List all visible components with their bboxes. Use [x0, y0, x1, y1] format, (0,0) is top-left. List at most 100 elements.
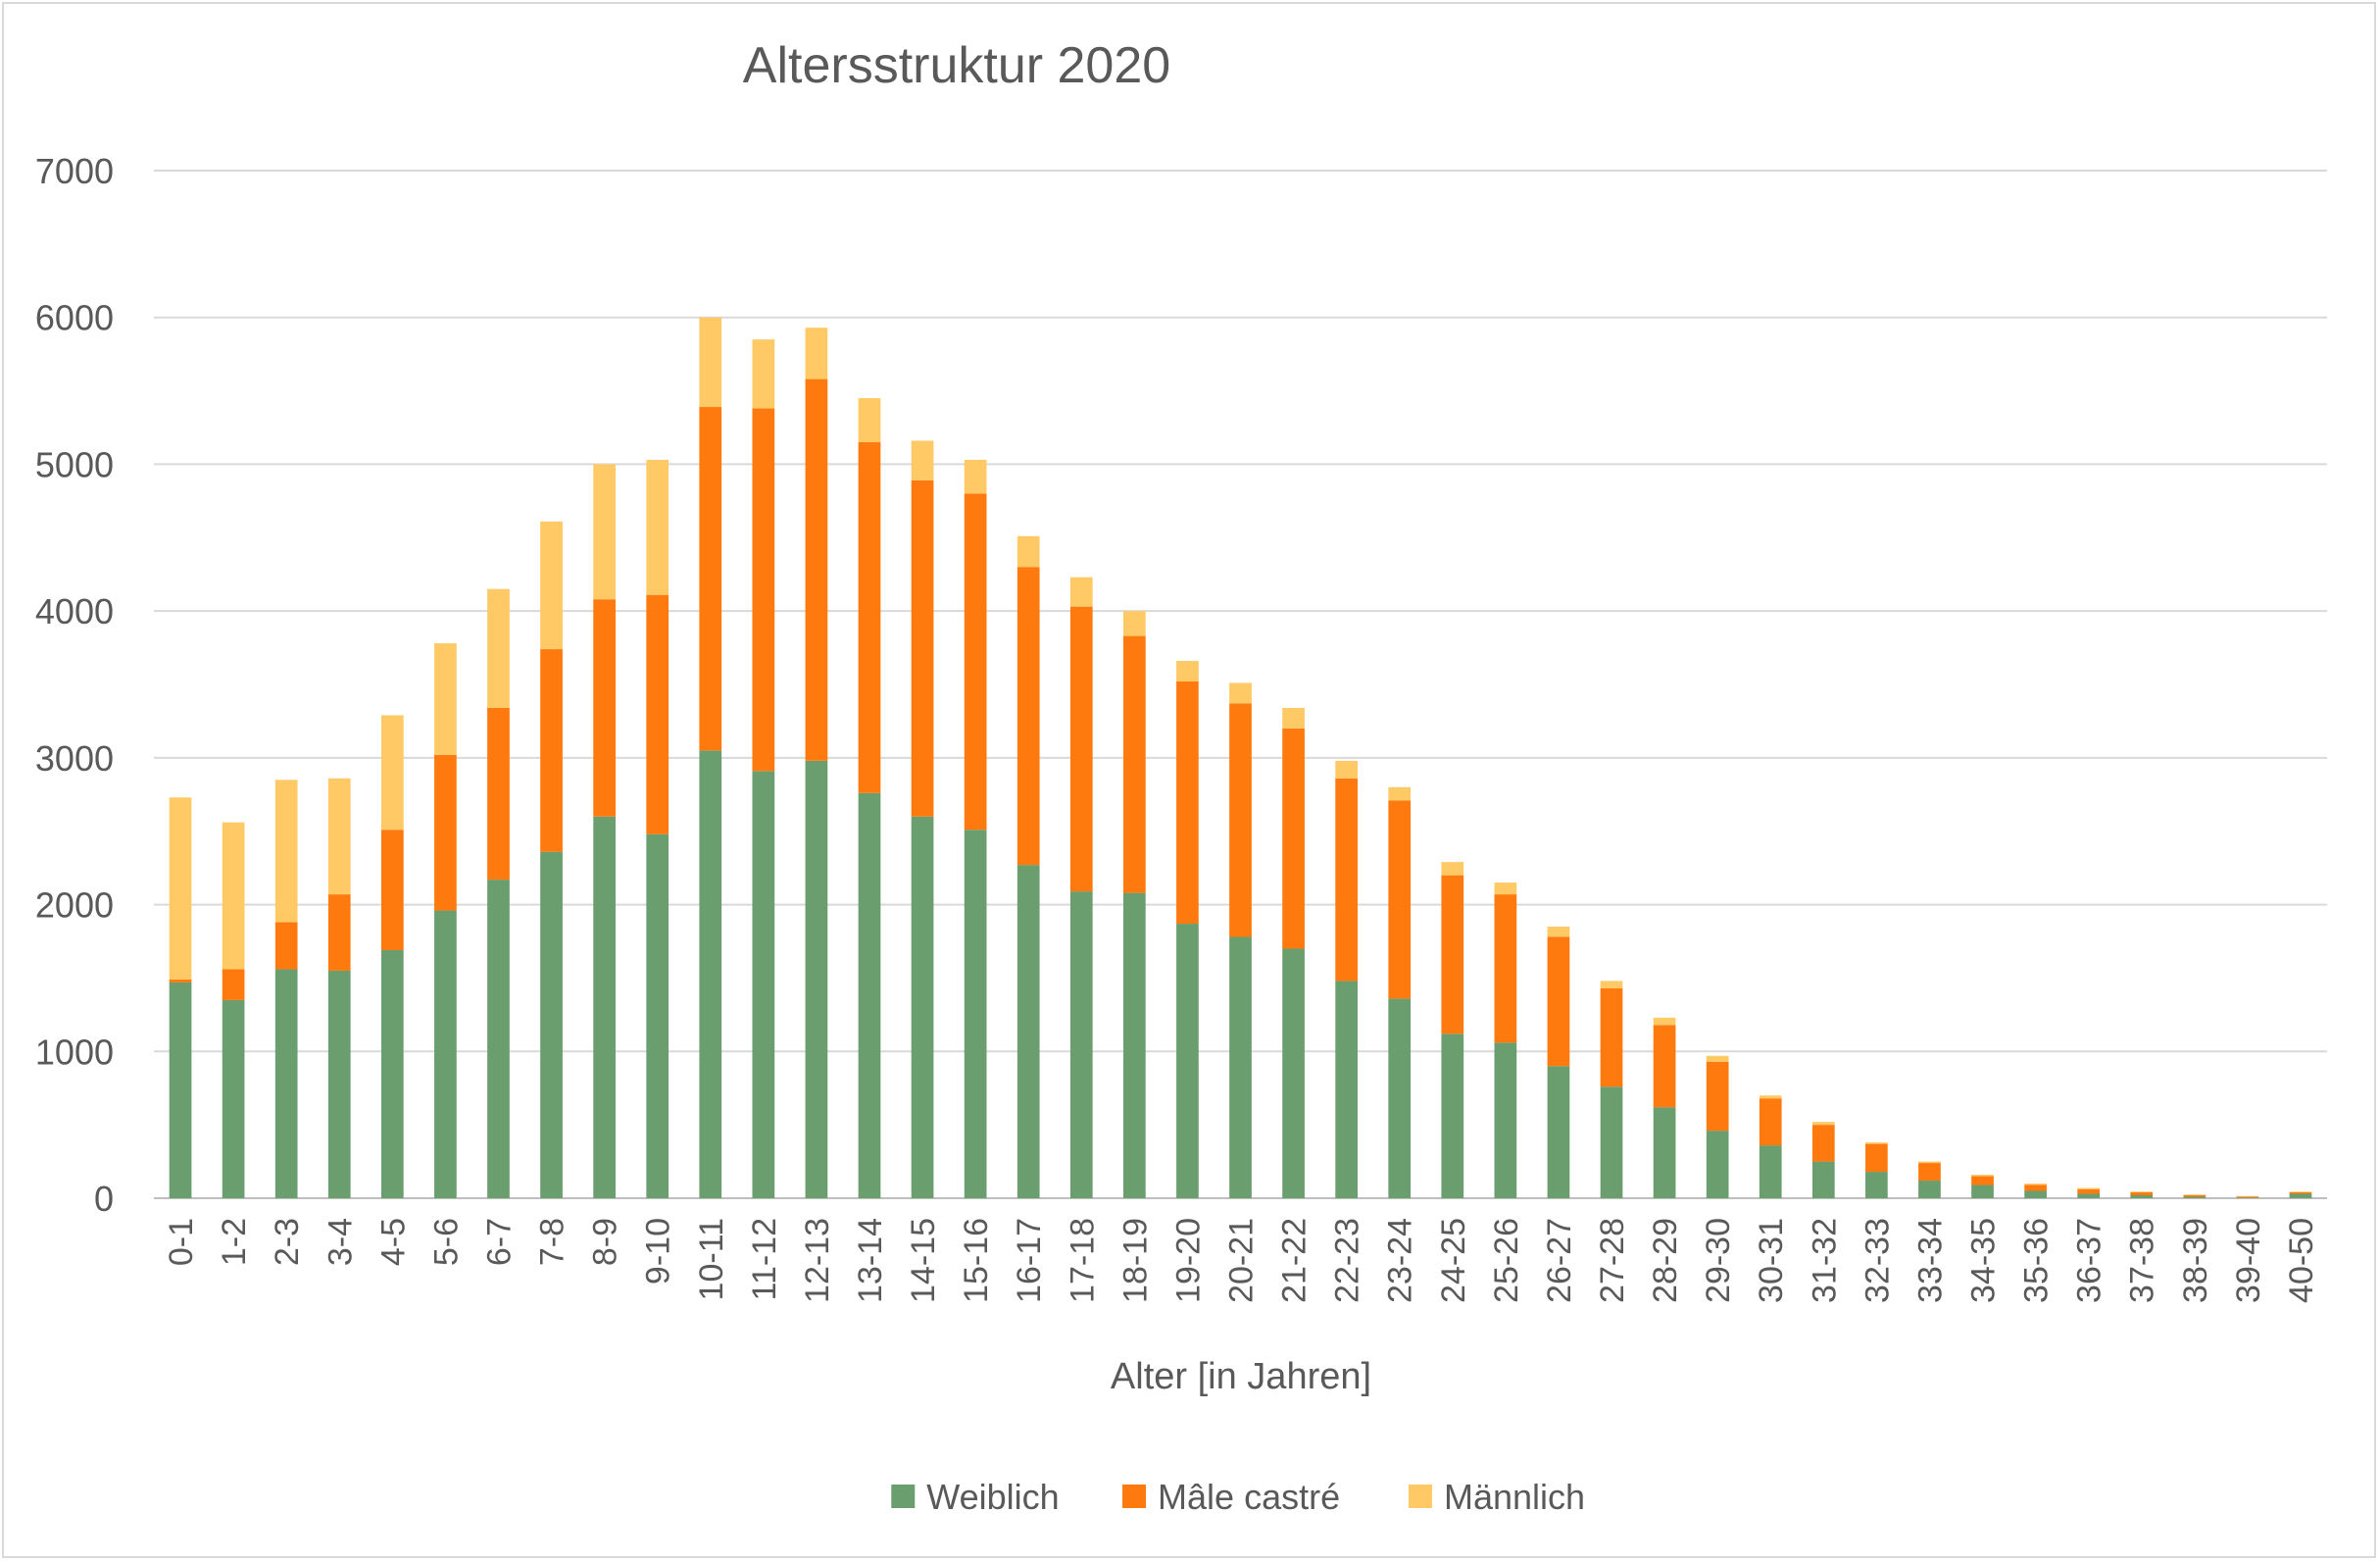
bar-segment — [434, 754, 457, 911]
bar-segment — [487, 707, 510, 881]
bar-segment — [1176, 681, 1199, 925]
bar-segment — [646, 833, 669, 1198]
bar-segment — [1811, 1122, 1835, 1126]
bar-segment — [1706, 1061, 1729, 1132]
bar-segment — [380, 715, 404, 831]
bar-segment — [1494, 882, 1517, 895]
legend-swatch — [891, 1485, 916, 1508]
bar-segment — [1122, 892, 1146, 1198]
x-tick-label: 24-25 — [1435, 1218, 1472, 1303]
y-tick-label: 1000 — [35, 1032, 114, 1072]
y-tick-label: 7000 — [35, 151, 114, 191]
legend-swatch — [1122, 1485, 1147, 1508]
bar-segment — [2077, 1187, 2101, 1190]
y-tick-label: 6000 — [35, 298, 114, 338]
bar-segment — [699, 407, 722, 751]
bar-segment — [1229, 682, 1252, 704]
x-tick-label: 18-19 — [1116, 1218, 1154, 1303]
bar-segment — [1282, 728, 1305, 949]
bar-segment — [1388, 998, 1412, 1198]
x-tick-label: 26-27 — [1541, 1218, 1578, 1303]
x-tick-label: 20-21 — [1223, 1218, 1261, 1303]
x-tick-label: 31-32 — [1806, 1218, 1843, 1303]
bar-segment — [1122, 635, 1146, 893]
x-tick-label: 28-29 — [1647, 1218, 1684, 1303]
x-tick-label: 34-35 — [1965, 1218, 2003, 1303]
bar-segment — [327, 970, 351, 1198]
bar-segment — [858, 441, 881, 793]
bar-segment — [1759, 1145, 1782, 1198]
bar-segment — [327, 778, 351, 895]
x-tick-label: 29-30 — [1700, 1218, 1737, 1303]
bar-segment — [1971, 1184, 1994, 1198]
x-tick-label: 37-38 — [2124, 1218, 2161, 1303]
bar-segment — [1282, 707, 1305, 729]
bar-segment — [222, 822, 245, 970]
y-tick-label: 5000 — [35, 444, 114, 484]
bar-segment — [2183, 1194, 2206, 1196]
bar-segment — [1600, 987, 1623, 1087]
bar-segment — [1494, 894, 1517, 1043]
bar-segment — [1176, 924, 1199, 1198]
bar-segment — [1335, 778, 1359, 982]
bar-segment — [2236, 1196, 2259, 1198]
bar-segment — [169, 982, 192, 1198]
bar-segment — [1069, 577, 1093, 607]
bar-segment — [1706, 1055, 1729, 1062]
bar-segment — [1918, 1163, 1941, 1182]
bar-segment — [1759, 1098, 1782, 1146]
bar-segment — [2289, 1192, 2312, 1194]
bar-segment — [2077, 1189, 2101, 1194]
x-tick-label: 35-36 — [2018, 1218, 2056, 1303]
bar-segment — [1441, 862, 1464, 876]
bar-segment — [380, 949, 404, 1198]
bar-segment — [169, 797, 192, 980]
bar-segment — [858, 398, 881, 442]
bar-segment — [593, 599, 616, 817]
bar-segment — [752, 339, 775, 409]
x-tick-label: 27-28 — [1594, 1218, 1631, 1303]
bar-segment — [1653, 1107, 1676, 1198]
bar-segment — [1759, 1095, 1782, 1099]
x-tick-label: 25-26 — [1488, 1218, 1525, 1303]
y-tick-label: 3000 — [35, 738, 114, 779]
bar-segment — [2130, 1195, 2154, 1198]
x-tick-label: 12-13 — [799, 1218, 836, 1303]
x-tick-label: 7-8 — [534, 1218, 571, 1266]
bar-segment — [1016, 865, 1040, 1198]
bar-segment — [1600, 981, 1623, 988]
x-tick-label: 1-2 — [216, 1218, 253, 1266]
bar-segment — [2130, 1191, 2154, 1193]
x-tick-label: 5-6 — [427, 1218, 465, 1266]
bar-segment — [2289, 1191, 2312, 1193]
legend-label: Weiblich — [926, 1477, 1059, 1517]
bar-segment — [858, 792, 881, 1198]
bar-segment — [911, 816, 934, 1198]
legend-label: Männlich — [1444, 1477, 1585, 1517]
bar-segment — [169, 979, 192, 983]
bar-segment — [274, 922, 298, 970]
bar-segment — [1971, 1176, 1994, 1185]
x-tick-label: 21-22 — [1276, 1218, 1314, 1303]
bar-segment — [1918, 1181, 1941, 1198]
bar-segment — [1971, 1175, 1994, 1177]
bar-segment — [646, 459, 669, 595]
x-axis-tick-labels: 0-1 1-2 2-3 3-4 4-5 5-6 6-7 7-8 8-9 9-10 10-11 11-1… — [163, 1218, 2320, 1303]
bar-segment — [1016, 535, 1040, 568]
bar-segment — [911, 479, 934, 817]
bar-segment — [805, 328, 828, 379]
x-tick-label: 10-11 — [693, 1218, 730, 1300]
x-tick-label: 3-4 — [322, 1218, 359, 1266]
legend-label: Mâle castré — [1158, 1477, 1340, 1517]
y-axis-tick-labels: 0 1000 2000 3000 4000 5000 6000 7000 — [35, 151, 114, 1219]
bar-segment — [1865, 1143, 1888, 1173]
bar-segment — [752, 408, 775, 772]
bar-segment — [487, 588, 510, 708]
bar-segment — [1335, 981, 1359, 1198]
y-tick-label: 2000 — [35, 885, 114, 926]
legend-swatch — [1408, 1485, 1432, 1508]
x-tick-label: 14-15 — [905, 1218, 942, 1303]
x-tick-label: 9-10 — [640, 1218, 677, 1285]
x-tick-label: 0-1 — [163, 1218, 200, 1266]
bar-segment — [222, 969, 245, 1000]
